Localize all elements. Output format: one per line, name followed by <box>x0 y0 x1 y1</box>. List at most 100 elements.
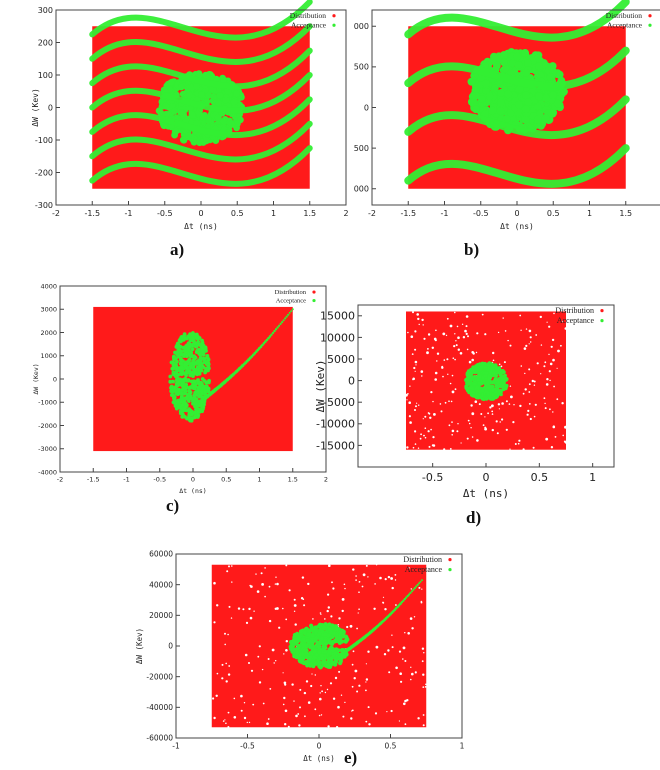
acceptance-point <box>172 398 177 403</box>
distribution-gap <box>422 724 425 727</box>
x-tick-label: 1 <box>271 209 276 218</box>
acceptance-point <box>316 644 321 649</box>
acceptance-point <box>200 377 205 381</box>
acceptance-filament <box>89 120 313 163</box>
distribution-gap <box>226 570 229 573</box>
distribution-gap <box>496 432 499 435</box>
distribution-gap <box>365 678 369 681</box>
distribution-gap <box>212 697 215 700</box>
acceptance-point <box>486 392 491 396</box>
acceptance-point <box>489 366 493 371</box>
acceptance-point <box>194 361 198 365</box>
distribution-gap <box>509 448 511 450</box>
distribution-gap <box>497 331 500 334</box>
acceptance-point <box>178 409 183 414</box>
acceptance-point <box>184 370 189 375</box>
distribution-gap <box>283 696 286 700</box>
acceptance-point <box>471 105 480 114</box>
acceptance-point <box>168 374 173 379</box>
distribution-gap <box>412 311 414 314</box>
distribution-gap <box>491 428 494 432</box>
acceptance-point <box>470 393 475 398</box>
acceptance-point <box>175 351 179 356</box>
acceptance-point <box>491 388 495 393</box>
distribution-gap <box>553 312 555 315</box>
distribution-gap <box>464 329 467 333</box>
y-tick-label: 3000 <box>40 306 57 314</box>
acceptance-point <box>496 98 505 107</box>
acceptance-point <box>222 96 230 104</box>
panel-label-c: c) <box>166 496 180 515</box>
distribution-gap <box>293 610 296 612</box>
distribution-gap <box>342 715 345 718</box>
distribution-gap <box>356 690 359 693</box>
acceptance-point <box>184 404 189 408</box>
distribution-gap <box>328 564 331 567</box>
acceptance-tail-point <box>416 583 419 586</box>
acceptance-tail-point <box>419 580 422 583</box>
y-tick-label: 0 <box>168 642 173 651</box>
acceptance-point <box>182 336 187 341</box>
distribution-gap <box>273 662 275 664</box>
acceptance-point <box>168 379 173 384</box>
acceptance-point <box>304 654 309 660</box>
distribution-gap <box>222 720 225 722</box>
distribution-gap <box>365 564 368 567</box>
acceptance-point <box>304 626 309 631</box>
acceptance-point <box>182 332 187 337</box>
distribution-gap <box>383 653 387 656</box>
distribution-gap <box>375 645 379 649</box>
acceptance-point <box>295 651 300 656</box>
distribution-gap <box>528 343 530 345</box>
y-tick-label: 100 <box>38 71 53 80</box>
acceptance-point <box>494 384 499 388</box>
acceptance-point <box>327 627 332 632</box>
distribution-gap <box>417 447 420 449</box>
acceptance-point <box>323 641 328 646</box>
distribution-gap <box>245 621 249 624</box>
distribution-gap <box>543 365 546 368</box>
distribution-gap <box>299 706 301 709</box>
acceptance-point <box>472 374 477 379</box>
distribution-gap <box>307 701 311 704</box>
acceptance-point <box>202 357 207 362</box>
distribution-gap <box>294 623 297 626</box>
acceptance-filament <box>404 95 630 140</box>
acceptance-point <box>307 629 312 634</box>
distribution-gap <box>332 587 335 590</box>
acceptance-tail-point <box>264 340 267 343</box>
distribution-gap <box>264 595 266 598</box>
acceptance-point <box>180 136 188 144</box>
distribution-gap <box>300 597 304 600</box>
distribution-gap <box>228 605 231 608</box>
y-tick-label: 000 <box>354 185 369 194</box>
distribution-gap <box>519 404 522 408</box>
acceptance-point <box>502 370 506 374</box>
distribution-gap <box>314 708 317 711</box>
distribution-gap <box>535 334 538 336</box>
acceptance-point <box>548 91 557 100</box>
distribution-gap <box>297 713 300 715</box>
distribution-gap <box>529 417 532 421</box>
distribution-gap <box>441 366 444 369</box>
distribution-gap <box>351 685 354 688</box>
distribution-gap <box>549 362 553 366</box>
panel-label-d: d) <box>466 508 482 527</box>
distribution-gap <box>390 577 393 580</box>
x-tick-label: 0.5 <box>231 209 244 218</box>
distribution-gap <box>502 317 504 319</box>
x-tick-label: 1.5 <box>619 209 632 218</box>
distribution-gap <box>484 333 487 336</box>
distribution-gap <box>442 332 446 336</box>
distribution-gap <box>326 609 329 613</box>
distribution-gap <box>266 722 269 725</box>
acceptance-point <box>338 632 343 637</box>
acceptance-point <box>475 385 480 390</box>
acceptance-point <box>493 391 498 395</box>
acceptance-point <box>193 414 198 419</box>
distribution-gap <box>227 726 230 728</box>
distribution-gap <box>476 439 479 442</box>
acceptance-point <box>198 393 202 398</box>
acceptance-point <box>174 371 179 375</box>
acceptance-point <box>200 341 204 346</box>
